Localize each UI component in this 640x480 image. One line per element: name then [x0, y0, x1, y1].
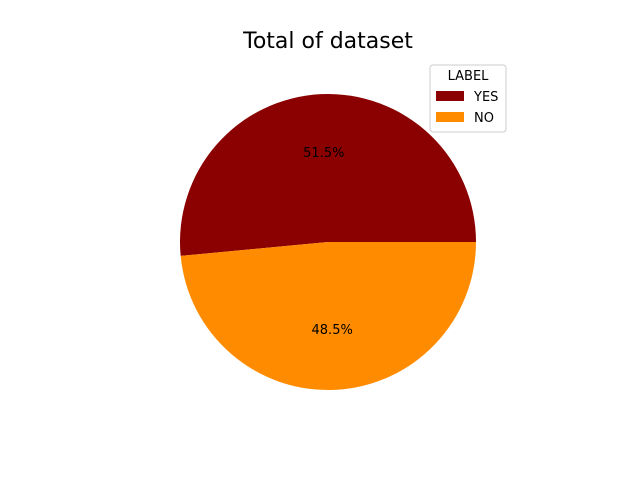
pct-label-no: 48.5%	[312, 323, 353, 338]
pct-label-yes: 51.5%	[303, 146, 344, 161]
legend-label-yes: YES	[473, 90, 498, 105]
percentage-labels: 51.5% 48.5%	[303, 146, 353, 338]
legend-title: LABEL	[448, 69, 490, 84]
pie-slice-yes	[180, 94, 476, 256]
legend-swatch-no	[436, 112, 464, 122]
pie-slice-no	[180, 242, 476, 391]
pie-slices	[180, 94, 476, 391]
chart-title: Total of dataset	[242, 29, 413, 54]
legend-label-no: NO	[474, 111, 494, 126]
legend-entries: YES NO	[436, 90, 498, 126]
legend: LABEL YES NO	[429, 64, 507, 133]
legend-swatch-yes	[436, 91, 464, 101]
